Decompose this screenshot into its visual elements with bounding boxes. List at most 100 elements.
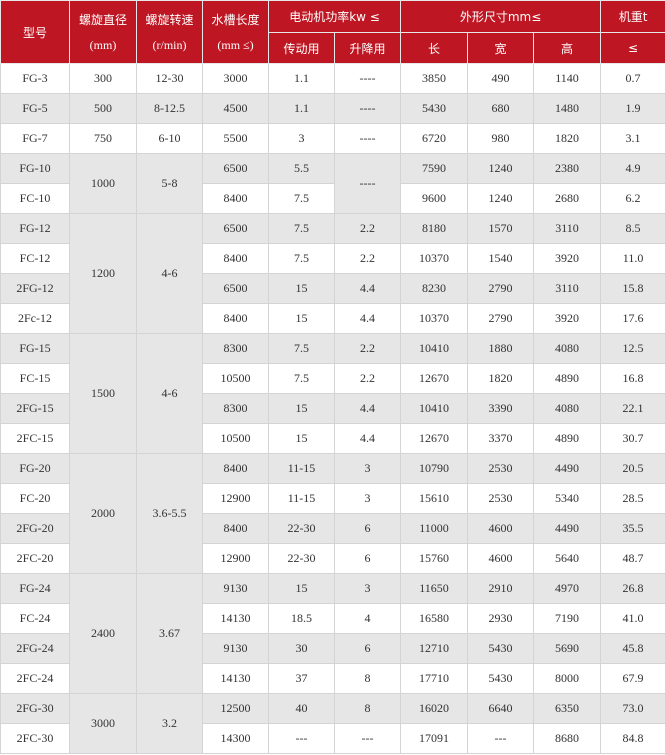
cell-model: FG-3 — [0, 63, 70, 94]
cell-weight: 84.8 — [600, 723, 665, 754]
cell-height-dim: 6350 — [533, 693, 602, 724]
cell-weight: 16.8 — [600, 363, 665, 394]
cell-lift-power: ---- — [333, 153, 402, 214]
cell-length-dim: 17091 — [400, 723, 469, 754]
cell-length-dim: 10410 — [400, 393, 469, 424]
cell-diameter: 1000 — [69, 153, 137, 214]
table-row: 2FG-24 9130 30 6 12710 5430 5690 45.8 — [0, 633, 665, 664]
cell-width-dim: 6640 — [467, 693, 535, 724]
cell-diameter: 1200 — [69, 213, 137, 334]
cell-length-dim: 16020 — [400, 693, 469, 724]
table-row: FG-7 750 6-10 5500 3 ---- 6720 980 1820 3.1 — [0, 123, 665, 154]
cell-length: 8400 — [202, 243, 269, 274]
cell-height-dim: 8000 — [533, 663, 602, 694]
header-diameter-unit: (mm) — [89, 38, 117, 52]
cell-model: 2FG-15 — [0, 393, 70, 424]
cell-width-dim: 2790 — [467, 273, 535, 304]
cell-weight: 48.7 — [600, 543, 665, 574]
cell-speed: 3.67 — [136, 573, 203, 694]
cell-lift-power: 2.2 — [333, 363, 402, 394]
cell-drive-power: 15 — [268, 423, 335, 454]
cell-drive-power: 37 — [268, 663, 335, 694]
cell-height-dim: 2380 — [533, 153, 602, 184]
cell-model: FC-24 — [0, 603, 70, 634]
cell-length: 8400 — [202, 513, 269, 544]
cell-width-dim: 1540 — [467, 243, 535, 274]
cell-weight: 17.6 — [600, 303, 665, 334]
cell-width-dim: 2910 — [467, 573, 535, 604]
cell-length: 12900 — [202, 543, 269, 574]
cell-drive-power: 18.5 — [268, 603, 335, 634]
cell-length-dim: 10410 — [400, 333, 469, 364]
cell-diameter: 2000 — [69, 453, 137, 574]
cell-width-dim: 2930 — [467, 603, 535, 634]
cell-lift-power: 3 — [333, 453, 402, 484]
table-row: FC-12 8400 7.5 2.2 10370 1540 3920 11.0 — [0, 243, 665, 274]
cell-drive-power: 15 — [268, 573, 335, 604]
cell-drive-power: 11-15 — [268, 483, 335, 514]
cell-weight: 6.2 — [600, 183, 665, 214]
cell-length-dim: 8180 — [400, 213, 469, 244]
cell-speed: 6-10 — [136, 123, 203, 154]
cell-lift-power: 8 — [333, 663, 402, 694]
cell-drive-power: 7.5 — [268, 363, 335, 394]
table-row: 2FC-15 10500 15 4.4 12670 3370 4890 30.7 — [0, 423, 665, 454]
cell-height-dim: 4490 — [533, 453, 602, 484]
table-row: 2FC-24 14130 37 8 17710 5430 8000 67.9 — [0, 663, 665, 694]
table-row: FG-5 500 8-12.5 4500 1.1 ---- 5430 680 1480 1.9 — [0, 93, 665, 124]
cell-model: 2FG-20 — [0, 513, 70, 544]
cell-length: 12900 — [202, 483, 269, 514]
cell-length-dim: 12710 — [400, 633, 469, 664]
cell-diameter: 1500 — [69, 333, 137, 454]
cell-drive-power: 1.1 — [268, 63, 335, 94]
cell-width-dim: 490 — [467, 63, 535, 94]
cell-lift-power: 3 — [333, 483, 402, 514]
cell-lift-power: 4 — [333, 603, 402, 634]
cell-length-dim: 10370 — [400, 303, 469, 334]
cell-width-dim: 2790 — [467, 303, 535, 334]
cell-speed: 4-6 — [136, 213, 203, 334]
cell-model: 2FC-30 — [0, 723, 70, 754]
cell-length: 8300 — [202, 393, 269, 424]
cell-weight: 4.9 — [600, 153, 665, 184]
cell-length-dim: 15610 — [400, 483, 469, 514]
cell-height-dim: 3110 — [533, 273, 602, 304]
cell-drive-power: 15 — [268, 273, 335, 304]
header-length-unit: (mm ≤) — [217, 38, 254, 52]
cell-model: FG-12 — [0, 213, 70, 244]
cell-lift-power: --- — [333, 723, 402, 754]
cell-length: 14300 — [202, 723, 269, 754]
cell-length: 9130 — [202, 633, 269, 664]
cell-width-dim: 980 — [467, 123, 535, 154]
cell-drive-power: 15 — [268, 303, 335, 334]
header-l: 长 — [400, 32, 469, 64]
cell-length-dim: 12670 — [400, 363, 469, 394]
cell-height-dim: 5640 — [533, 543, 602, 574]
cell-diameter: 300 — [69, 63, 137, 94]
cell-model: 2FG-30 — [0, 693, 70, 724]
cell-height-dim: 7190 — [533, 603, 602, 634]
cell-weight: 20.5 — [600, 453, 665, 484]
cell-height-dim: 4890 — [533, 363, 602, 394]
cell-speed: 5-8 — [136, 153, 203, 214]
cell-lift-power: 8 — [333, 693, 402, 724]
cell-drive-power: 3 — [268, 123, 335, 154]
cell-weight: 30.7 — [600, 423, 665, 454]
cell-drive-power: 7.5 — [268, 213, 335, 244]
cell-model: 2FC-15 — [0, 423, 70, 454]
cell-diameter: 3000 — [69, 693, 137, 754]
table-row: FG-3 300 12-30 3000 1.1 ---- 3850 490 1140 0.7 — [0, 63, 665, 94]
header-speed: 螺旋转速 (r/min) — [136, 0, 203, 64]
cell-lift-power: 6 — [333, 543, 402, 574]
cell-height-dim: 4890 — [533, 423, 602, 454]
cell-length-dim: 15760 — [400, 543, 469, 574]
cell-lift-power: 2.2 — [333, 243, 402, 274]
cell-height-dim: 4490 — [533, 513, 602, 544]
table-row: FG-20 2000 3.6-5.5 8400 11-15 3 10790 2530 4490 2… — [0, 453, 665, 574]
cell-lift-power: 3 — [333, 573, 402, 604]
header-dims: 外形尺寸mm≤ — [400, 0, 602, 33]
cell-weight: 11.0 — [600, 243, 665, 274]
cell-length-dim: 8230 — [400, 273, 469, 304]
header-speed-label: 螺旋转速 — [145, 13, 194, 27]
